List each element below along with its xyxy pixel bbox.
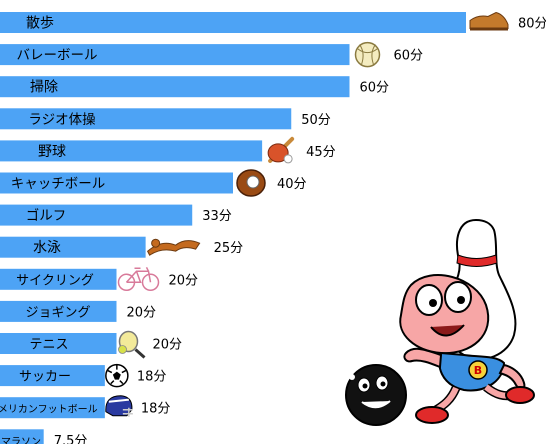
shoe-icon xyxy=(469,11,509,31)
bar xyxy=(0,76,350,98)
baseball-glove-icon xyxy=(236,169,266,197)
value-label: 60分 xyxy=(360,81,390,96)
bar xyxy=(0,365,105,387)
category-label: ラジオ体操 xyxy=(28,112,96,128)
bar xyxy=(0,236,146,258)
category-label: キャッチボール xyxy=(11,176,106,192)
category-label: ゴルフ xyxy=(26,207,67,224)
swimmer-icon xyxy=(147,238,201,256)
category-label: サッカー xyxy=(19,370,71,385)
soccer-ball-icon xyxy=(105,363,129,388)
bar xyxy=(0,300,117,322)
volleyball-icon xyxy=(354,41,381,68)
category-label: 野球 xyxy=(38,144,66,160)
category-label: 水泳 xyxy=(33,240,61,256)
category-label: アメリカンフットボール xyxy=(0,404,98,416)
value-label: 50分 xyxy=(301,113,331,128)
bar xyxy=(0,44,350,66)
bar xyxy=(0,204,193,226)
bar xyxy=(0,108,292,130)
bar xyxy=(0,397,105,419)
football-helmet-icon xyxy=(105,395,133,417)
category-label: ジョギング xyxy=(25,305,90,320)
baseball-bat-glove-icon xyxy=(267,136,295,164)
category-label: サイクリング xyxy=(16,273,94,288)
value-label: 33分 xyxy=(202,209,232,224)
value-label: 18分 xyxy=(141,402,171,417)
value-label: 7.5分 xyxy=(54,434,88,444)
category-label: 散歩 xyxy=(26,16,54,32)
mascot-badge-text: B xyxy=(474,364,482,377)
category-label: テニス xyxy=(29,338,68,353)
bar xyxy=(0,429,44,444)
value-label: 20分 xyxy=(169,273,199,288)
value-label: 18分 xyxy=(137,370,167,385)
bar xyxy=(0,268,117,290)
value-label: 20分 xyxy=(127,305,157,320)
tennis-racket-icon xyxy=(118,330,146,359)
value-label: 45分 xyxy=(306,145,336,160)
bar xyxy=(0,12,466,33)
bicycle-icon xyxy=(117,266,160,292)
bar xyxy=(0,333,117,354)
value-label: 80分 xyxy=(518,17,546,32)
bar xyxy=(0,140,263,162)
category-label: 掃除 xyxy=(30,79,58,96)
category-label: マラソン xyxy=(1,436,41,444)
bowling-pin-mascot-icon: B xyxy=(345,218,535,426)
bar xyxy=(0,172,233,194)
value-label: 40分 xyxy=(277,177,307,192)
value-label: 20分 xyxy=(153,338,183,353)
value-label: 60分 xyxy=(394,49,424,64)
category-label: バレーボール xyxy=(17,48,98,64)
value-label: 25分 xyxy=(214,241,244,256)
